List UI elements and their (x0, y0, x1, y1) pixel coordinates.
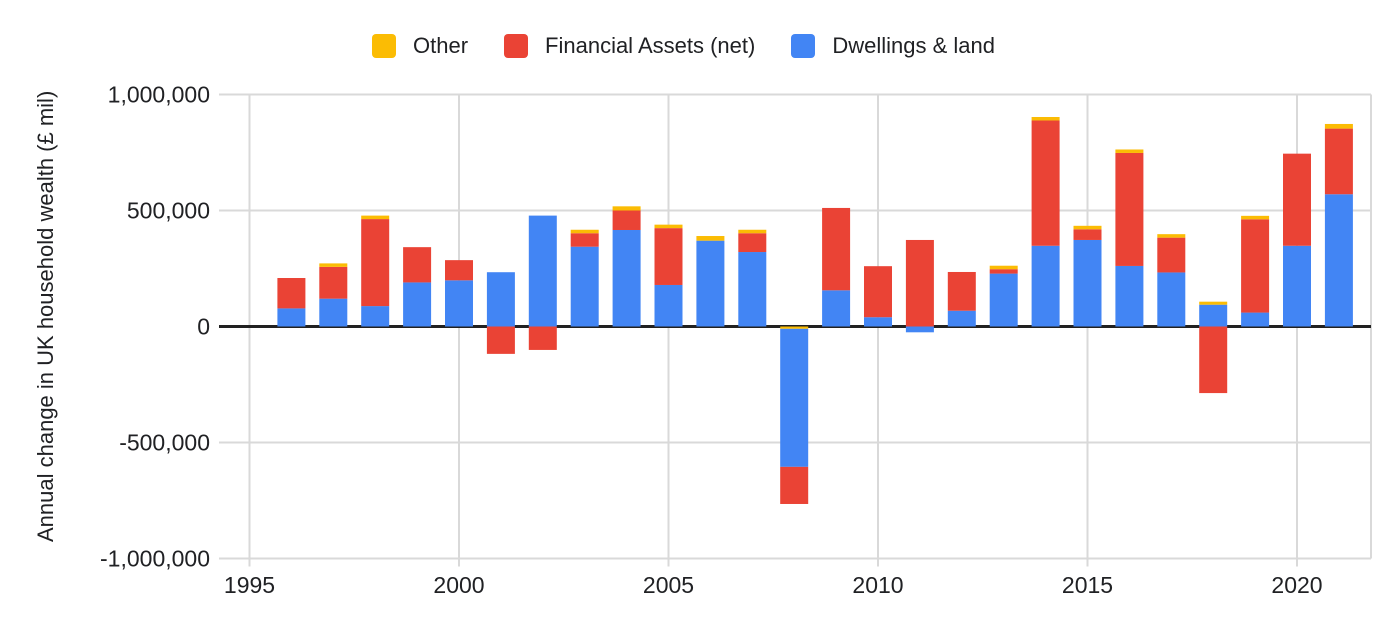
bar-segment-2000-financial-assets-net[interactable] (445, 260, 473, 281)
bar-segment-2019-dwellings-land[interactable] (1241, 312, 1270, 327)
x-tick-label-2020: 2020 (1271, 572, 1322, 598)
bar-segment-2003-financial-assets-net[interactable] (570, 233, 599, 247)
x-tick-label-2010: 2010 (852, 572, 903, 598)
bar-segment-2018-other[interactable] (1199, 301, 1228, 305)
bar-segment-2011-dwellings-land[interactable] (905, 326, 934, 333)
x-axis-tick (458, 558, 460, 567)
legend-label-financial: Financial Assets (net) (545, 33, 756, 58)
bar-segment-2007-dwellings-land[interactable] (738, 252, 767, 327)
bar-segment-2013-financial-assets-net[interactable] (989, 269, 1018, 274)
bar-segment-2020-financial-assets-net[interactable] (1283, 153, 1311, 246)
bar-segment-2018-dwellings-land[interactable] (1199, 304, 1228, 327)
bar-segment-2017-dwellings-land[interactable] (1157, 272, 1186, 327)
bar-segment-1997-financial-assets-net[interactable] (319, 266, 348, 299)
bar-segment-2012-financial-assets-net[interactable] (947, 271, 976, 311)
bar-segment-2004-other[interactable] (612, 206, 641, 211)
bar-segment-1998-financial-assets-net[interactable] (361, 219, 390, 307)
bar-segment-2014-dwellings-land[interactable] (1031, 245, 1060, 327)
bar-segment-2002-dwellings-land[interactable] (528, 215, 557, 327)
bar-segment-2009-financial-assets-net[interactable] (822, 207, 851, 291)
gridline-horizontal (219, 209, 1371, 212)
bar-segment-1997-dwellings-land[interactable] (319, 298, 348, 327)
bar-segment-2015-financial-assets-net[interactable] (1073, 229, 1102, 240)
bar-segment-2010-dwellings-land[interactable] (864, 317, 892, 327)
bar-segment-2017-financial-assets-net[interactable] (1157, 237, 1186, 273)
x-axis-tick (1296, 558, 1298, 567)
legend-item-dwellings[interactable]: Dwellings & land (791, 34, 995, 58)
bar-segment-2021-other[interactable] (1324, 123, 1353, 129)
bar-segment-2011-financial-assets-net[interactable] (905, 239, 934, 327)
y-tick-label-500-000: 500,000 (127, 198, 210, 224)
dwellings-swatch-icon (791, 34, 816, 58)
bar-segment-1996-dwellings-land[interactable] (277, 308, 306, 327)
bar-segment-1998-dwellings-land[interactable] (361, 306, 390, 327)
bar-segment-2010-financial-assets-net[interactable] (864, 266, 892, 318)
bar-segment-2007-other[interactable] (738, 229, 767, 234)
bar-segment-2012-dwellings-land[interactable] (947, 310, 976, 327)
bar-segment-2008-other[interactable] (780, 326, 809, 329)
chart-legend: Other Financial Assets (net) Dwellings &… (372, 34, 1031, 58)
bar-segment-2013-dwellings-land[interactable] (989, 273, 1018, 327)
bar-segment-2002-financial-assets-net[interactable] (528, 326, 557, 350)
x-axis-tick (877, 558, 879, 567)
x-tick-label-2015: 2015 (1062, 572, 1113, 598)
x-tick-label-1995: 1995 (224, 572, 275, 598)
bar-segment-1999-financial-assets-net[interactable] (403, 247, 432, 283)
bar-segment-2003-dwellings-land[interactable] (570, 246, 599, 327)
bar-segment-2020-dwellings-land[interactable] (1283, 245, 1311, 327)
bar-segment-2021-financial-assets-net[interactable] (1324, 128, 1353, 195)
bar-segment-2018-financial-assets-net[interactable] (1199, 326, 1228, 394)
x-axis-tick (1086, 558, 1089, 567)
bar-segment-2004-dwellings-land[interactable] (612, 229, 641, 327)
y-tick-label-500-000: -500,000 (119, 430, 210, 456)
bar-segment-2009-dwellings-land[interactable] (822, 290, 851, 327)
bar-segment-2007-financial-assets-net[interactable] (738, 233, 767, 253)
y-tick-label-1-000-000: 1,000,000 (108, 82, 210, 108)
y-tick-label-1-000-000: -1,000,000 (100, 546, 210, 572)
bar-segment-2016-financial-assets-net[interactable] (1115, 152, 1144, 266)
bar-segment-2021-dwellings-land[interactable] (1324, 194, 1353, 327)
bar-segment-2003-other[interactable] (570, 229, 599, 234)
bar-segment-2001-dwellings-land[interactable] (486, 272, 515, 327)
x-axis-tick (248, 558, 251, 567)
bar-segment-2014-other[interactable] (1031, 117, 1060, 121)
bar-segment-2017-other[interactable] (1157, 234, 1186, 238)
bar-segment-1996-financial-assets-net[interactable] (277, 278, 306, 309)
bar-segment-1998-other[interactable] (361, 215, 390, 220)
legend-item-other[interactable]: Other (372, 34, 468, 58)
bar-segment-2006-dwellings-land[interactable] (696, 240, 725, 327)
bar-segment-2001-financial-assets-net[interactable] (486, 326, 515, 354)
bar-segment-2000-dwellings-land[interactable] (445, 280, 473, 327)
legend-label-other: Other (413, 33, 469, 58)
bar-segment-2004-financial-assets-net[interactable] (612, 210, 641, 230)
bar-segment-2005-other[interactable] (654, 224, 683, 229)
bar-segment-2019-other[interactable] (1241, 215, 1270, 220)
bar-segment-2005-financial-assets-net[interactable] (654, 228, 683, 285)
bar-segment-1999-dwellings-land[interactable] (403, 282, 432, 327)
financial-swatch-icon (504, 34, 529, 58)
bar-segment-2008-financial-assets-net[interactable] (780, 466, 809, 504)
legend-item-financial[interactable]: Financial Assets (net) (504, 34, 755, 58)
bar-segment-2013-other[interactable] (989, 265, 1018, 270)
bar-segment-2015-dwellings-land[interactable] (1073, 239, 1102, 327)
bar-segment-2008-dwellings-land[interactable] (780, 328, 809, 467)
bar-segment-2016-dwellings-land[interactable] (1115, 265, 1144, 327)
gridline-horizontal (219, 557, 1371, 560)
bar-segment-2015-other[interactable] (1073, 225, 1102, 230)
bar-segment-1997-other[interactable] (319, 263, 348, 267)
gridline-horizontal (219, 93, 1371, 96)
y-tick-label-0: 0 (197, 314, 210, 340)
bar-segment-2014-financial-assets-net[interactable] (1031, 120, 1060, 246)
bar-segment-2006-other[interactable] (696, 236, 725, 241)
bar-segment-2005-dwellings-land[interactable] (654, 284, 683, 327)
other-swatch-icon (372, 34, 396, 58)
x-tick-label-2000: 2000 (433, 572, 484, 598)
x-axis-tick (667, 558, 670, 567)
bar-segment-2016-other[interactable] (1115, 149, 1144, 153)
x-tick-label-2005: 2005 (643, 572, 694, 598)
legend-label-dwellings: Dwellings & land (832, 33, 995, 58)
bar-segment-2019-financial-assets-net[interactable] (1241, 219, 1270, 313)
